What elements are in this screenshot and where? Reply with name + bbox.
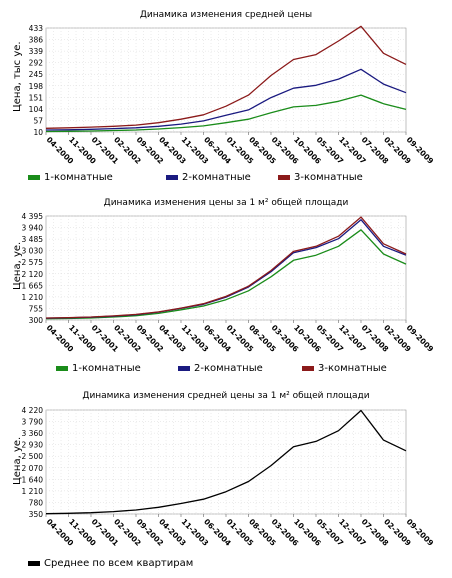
y-tick-label: 3 940	[22, 224, 44, 233]
y-tick-label: 300	[29, 316, 44, 325]
legend-label: 1-комнатные	[72, 363, 141, 374]
y-tick-label: 3 030	[22, 247, 44, 256]
series-line	[45, 229, 407, 320]
y-tick-label: 151	[29, 93, 44, 102]
series-line	[45, 409, 407, 515]
y-tick-label: 1 210	[22, 293, 44, 302]
legend-swatch	[28, 174, 40, 180]
legend-swatch	[28, 560, 40, 566]
legend-item-1room: 1-комнатные	[28, 172, 113, 183]
legend: 1-комнатные 2-комнатные 3-комнатные	[0, 363, 452, 377]
y-tick-label: 104	[29, 105, 44, 114]
y-tick-label: 433	[29, 24, 44, 33]
legend-label: 1-комнатные	[44, 172, 113, 183]
legend-label: 2-комнатные	[182, 172, 251, 183]
legend: 1-комнатные 2-комнатные 3-комнатные	[0, 172, 452, 186]
y-tick-label: 780	[29, 498, 44, 507]
y-tick-label: 4 220	[22, 406, 44, 415]
y-tick-label: 2 575	[22, 258, 44, 267]
y-tick-label: 2 500	[22, 452, 44, 461]
legend-item-3room: 3-комнатные	[302, 363, 387, 374]
line-chart-sqm: 4 395 3 940 3 485 3 030 2 575 2 120 1 665 1 210…	[22, 212, 436, 354]
series-line	[45, 216, 407, 319]
y-tick-label: 2 070	[22, 464, 44, 473]
series-line	[45, 68, 407, 131]
legend-swatch	[56, 365, 68, 371]
chart-title: Динамика изменения цены за 1 м² общей пл…	[103, 198, 349, 208]
y-tick-label: 3 485	[22, 235, 44, 244]
y-tick-label: 386	[29, 36, 44, 45]
y-tick-label: 755	[29, 304, 44, 313]
legend-item-1room: 1-комнатные	[56, 363, 141, 374]
chart-panel-avg-sqm: Динамика изменения средней цены за 1 м² …	[0, 385, 452, 578]
y-tick-label: 3 790	[22, 418, 44, 427]
series-line	[45, 25, 407, 129]
y-tick-label: 3 360	[22, 429, 44, 438]
line-chart-price: 433386339292245198151104571004-200011-20…	[29, 24, 436, 166]
y-tick-label: 350	[29, 510, 44, 519]
y-tick-label: 339	[29, 47, 44, 56]
legend-item-2room: 2-комнатные	[178, 363, 263, 374]
legend-swatch	[166, 174, 178, 180]
y-tick-label: 198	[29, 82, 44, 91]
y-tick-label: 57	[33, 116, 43, 125]
legend: Среднее по всем квартирам	[0, 558, 452, 572]
legend-label: 3-комнатные	[294, 172, 363, 183]
chart-panel-price: Динамика изменения средней цены Цена, ты…	[0, 0, 452, 190]
y-tick-label: 1 640	[22, 475, 44, 484]
y-tick-label: 10	[33, 128, 43, 137]
chart-panel-sqm: Динамика изменения цены за 1 м² общей пл…	[0, 190, 452, 380]
y-tick-label: 4 395	[22, 212, 44, 221]
y-tick-label: 1 665	[22, 281, 44, 290]
legend-swatch	[302, 365, 314, 371]
y-tick-label: 245	[29, 70, 44, 79]
legend-swatch	[278, 174, 290, 180]
legend-label: 2-комнатные	[194, 363, 263, 374]
legend-label: 3-комнатные	[318, 363, 387, 374]
legend-item-3room: 3-комнатные	[278, 172, 363, 183]
legend-label: Среднее по всем квартирам	[44, 558, 194, 569]
chart-title: Динамика изменения средней цены за 1 м² …	[82, 391, 370, 401]
series-line	[45, 94, 407, 133]
legend-item-average: Среднее по всем квартирам	[28, 558, 193, 569]
y-tick-label: 2 930	[22, 441, 44, 450]
legend-item-2room: 2-комнатные	[166, 172, 251, 183]
y-tick-label: 2 120	[22, 270, 44, 279]
chart-title: Динамика изменения средней цены	[139, 10, 313, 20]
y-tick-label: 292	[29, 59, 44, 68]
y-tick-label: 1 210	[22, 487, 44, 496]
legend-swatch	[178, 365, 190, 371]
line-chart-avg-sqm: 4 220 3 790 3 360 2 930 2 500 2 070 1 640 1 210…	[22, 406, 436, 548]
